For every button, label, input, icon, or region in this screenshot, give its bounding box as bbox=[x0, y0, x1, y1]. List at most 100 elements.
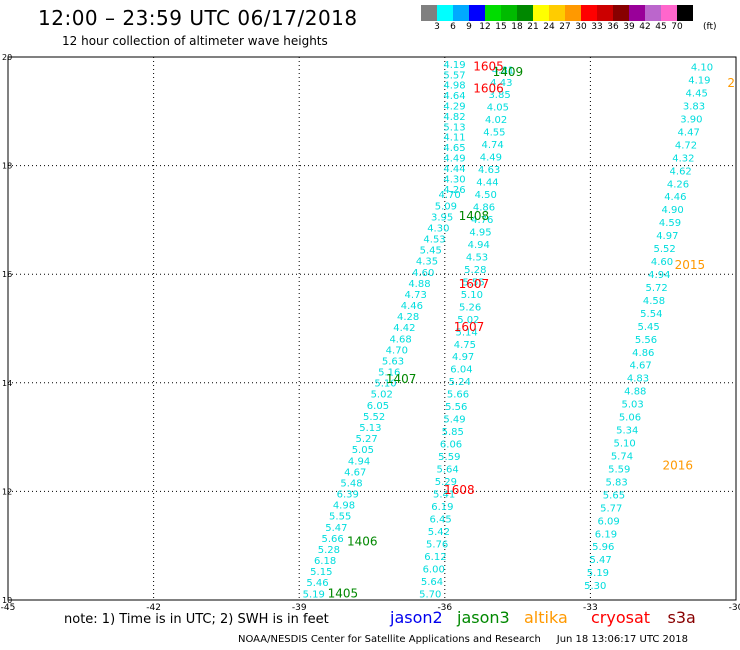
wave-height-label: 4.29 bbox=[443, 101, 465, 112]
wave-height-label: 4.95 bbox=[469, 227, 491, 238]
color-swatch bbox=[453, 5, 469, 21]
pass-time-label: 1607 bbox=[454, 320, 485, 334]
wave-height-label: 6.19 bbox=[595, 529, 617, 540]
wave-height-label: 4.26 bbox=[443, 185, 465, 196]
wave-height-label: 5.57 bbox=[443, 70, 465, 81]
plot-frame bbox=[7, 56, 737, 601]
pass-time-label: 1607 bbox=[459, 277, 490, 291]
wave-height-label: 5.59 bbox=[438, 452, 460, 463]
wave-height-label: 4.60 bbox=[651, 257, 673, 268]
wave-height-label: 5.76 bbox=[426, 539, 448, 550]
color-swatch bbox=[629, 5, 645, 21]
wave-height-label: 5.14 bbox=[456, 327, 478, 338]
wave-height-label: 6.05 bbox=[367, 401, 389, 412]
color-scale-label: 15 bbox=[495, 22, 507, 32]
wave-height-label: 5.54 bbox=[640, 309, 662, 320]
wave-height-label: 4.65 bbox=[443, 143, 465, 154]
wave-height-label: 5.64 bbox=[436, 465, 458, 476]
wave-height-label: 4.26 bbox=[667, 179, 689, 190]
wave-height-label: 6.12 bbox=[424, 552, 446, 563]
wave-height-label: 3.83 bbox=[683, 101, 705, 112]
wave-height-label: 3.95 bbox=[431, 212, 453, 223]
wave-height-label: 5.15 bbox=[310, 567, 332, 578]
wave-height-label: 4.42 bbox=[393, 323, 415, 334]
wave-height-label: 4.47 bbox=[678, 127, 700, 138]
x-tick-label: -42 bbox=[146, 603, 161, 613]
wave-height-label: 5.16 bbox=[378, 368, 400, 379]
legend-jason2: jason2 bbox=[390, 608, 443, 627]
wave-height-label: 4.63 bbox=[478, 165, 500, 176]
wave-height-label: 6.06 bbox=[440, 440, 462, 451]
wave-height-label: 4.49 bbox=[480, 153, 502, 164]
legend-s3a: s3a bbox=[667, 608, 696, 627]
wave-height-label: 5.28 bbox=[318, 545, 340, 556]
page-subtitle: 12 hour collection of altimeter wave hei… bbox=[62, 34, 328, 48]
wave-height-label: 5.52 bbox=[654, 244, 676, 255]
credit-line: NOAA/NESDIS Center for Satellite Applica… bbox=[238, 634, 688, 645]
wave-height-label: 5.47 bbox=[589, 555, 611, 566]
color-swatch bbox=[565, 5, 581, 21]
legend-cryosat: cryosat bbox=[591, 608, 651, 627]
wave-height-label: 5.19 bbox=[587, 568, 609, 579]
color-scale-label: 12 bbox=[479, 22, 491, 32]
wave-height-label: 4.10 bbox=[691, 63, 713, 74]
wave-height-label: 5.55 bbox=[329, 512, 351, 523]
x-tick-label: -45 bbox=[1, 603, 16, 613]
color-scale-label: 30 bbox=[575, 22, 587, 32]
wave-height-label: 5.85 bbox=[442, 427, 464, 438]
wave-height-label: 4.70 bbox=[439, 190, 461, 201]
wave-height-label: 4.46 bbox=[664, 192, 686, 203]
pass-time-label: 1608 bbox=[444, 483, 475, 497]
wave-height-label: 5.45 bbox=[638, 322, 660, 333]
wave-height-label: 5.77 bbox=[600, 503, 622, 514]
footer-note: note: 1) Time is in UTC; 2) SWH is in fe… bbox=[64, 612, 329, 627]
wave-height-label: 5.10 bbox=[461, 290, 483, 301]
wave-height-label: 4.70 bbox=[386, 345, 408, 356]
wave-height-label: 4.53 bbox=[466, 252, 488, 263]
wave-height-label: 5.66 bbox=[322, 534, 344, 545]
pass-time-label: 1408 bbox=[459, 209, 490, 223]
wave-height-label: 5.13 bbox=[443, 122, 465, 133]
wave-height-label: 4.98 bbox=[333, 501, 355, 512]
color-scale-label: 70 bbox=[671, 22, 683, 32]
wave-height-label: 5.96 bbox=[592, 542, 614, 553]
wave-height-label: 6.39 bbox=[337, 490, 359, 501]
pass-time-label: 1605 bbox=[473, 60, 504, 74]
wave-height-label: 4.90 bbox=[662, 205, 684, 216]
wave-height-label: 4.32 bbox=[672, 153, 694, 164]
wave-height-label: 4.94 bbox=[348, 456, 370, 467]
color-scale-label: 21 bbox=[527, 22, 539, 32]
wave-height-label: 4.59 bbox=[659, 218, 681, 229]
wave-height-label: 4.73 bbox=[405, 290, 427, 301]
wave-height-label: 5.45 bbox=[420, 246, 442, 257]
pass-time-label: 2016 bbox=[662, 459, 693, 473]
color-scale-label: 33 bbox=[591, 22, 603, 32]
x-tick-label: -36 bbox=[437, 603, 452, 613]
color-swatch bbox=[677, 5, 693, 21]
wave-height-label: 4.68 bbox=[389, 334, 411, 345]
wave-height-label: 4.30 bbox=[427, 223, 449, 234]
wave-height-label: 4.44 bbox=[443, 164, 465, 175]
wave-height-label: 4.55 bbox=[483, 128, 505, 139]
wave-height-label: 4.28 bbox=[397, 312, 419, 323]
wave-height-label: 5.47 bbox=[325, 523, 347, 534]
color-swatch bbox=[597, 5, 613, 21]
color-swatch bbox=[517, 5, 533, 21]
color-swatch bbox=[549, 5, 565, 21]
wave-height-label: 5.72 bbox=[646, 283, 668, 294]
color-swatch bbox=[469, 5, 485, 21]
wave-height-label: 5.42 bbox=[428, 527, 450, 538]
pass-time-label: 1606 bbox=[473, 81, 504, 95]
wave-height-label: 4.88 bbox=[408, 279, 430, 290]
wave-height-label: 5.56 bbox=[635, 335, 657, 346]
color-scale-label: 3 bbox=[434, 22, 440, 32]
color-scale-bar bbox=[421, 5, 693, 21]
wave-height-label: 5.64 bbox=[421, 577, 443, 588]
wave-height-label: 4.67 bbox=[344, 467, 366, 478]
wave-height-label: 5.10 bbox=[613, 439, 635, 450]
wave-height-label: 4.43 bbox=[490, 78, 512, 89]
y-tick-label: 20 bbox=[2, 53, 12, 62]
wave-height-label: 5.46 bbox=[306, 578, 328, 589]
y-tick-label: 12 bbox=[2, 487, 12, 496]
